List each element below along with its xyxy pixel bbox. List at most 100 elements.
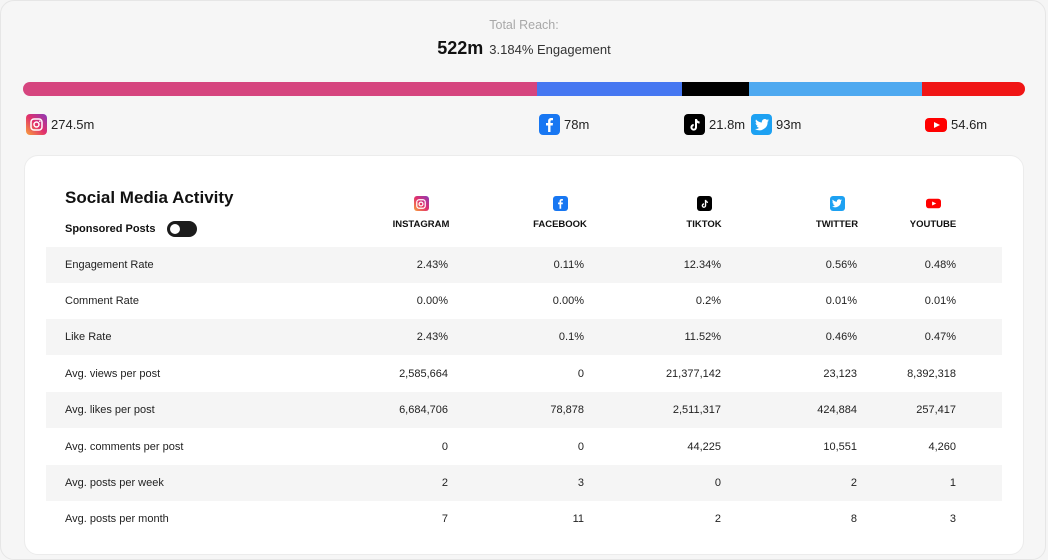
cell-facebook: 0.11% xyxy=(553,259,584,271)
row-label: Avg. likes per post xyxy=(65,404,155,416)
instagram-icon xyxy=(26,114,47,135)
toggle-knob xyxy=(170,224,181,234)
table-row: Comment Rate 0.00% 0.00% 0.2% 0.01% 0.01… xyxy=(46,283,1002,319)
cell-facebook: 0 xyxy=(577,368,584,380)
column-label: INSTAGRAM xyxy=(392,219,450,230)
cell-twitter: 0.46% xyxy=(825,331,857,343)
cell-youtube: 0.01% xyxy=(924,295,956,307)
column-label: TWITTER xyxy=(815,219,859,230)
cell-instagram: 6,684,706 xyxy=(399,404,448,416)
instagram-reach-value: 274.5m xyxy=(51,117,95,132)
cell-instagram: 2,585,664 xyxy=(399,368,448,380)
instagram-reach: 274.5m xyxy=(26,114,94,135)
activity-title: Social Media Activity xyxy=(65,188,234,207)
twitter-icon xyxy=(751,114,772,135)
youtube-reach-value: 54.6m xyxy=(951,117,988,132)
column-header-twitter: TWITTER xyxy=(777,196,897,230)
column-header-instagram: INSTAGRAM xyxy=(361,196,481,230)
cell-twitter: 0.56% xyxy=(825,259,857,271)
cell-youtube: 8,392,318 xyxy=(907,368,956,380)
facebook-reach: 78m xyxy=(539,114,589,135)
table-row: Avg. likes per post 6,684,706 78,878 2,5… xyxy=(46,392,1002,428)
cell-facebook: 3 xyxy=(577,477,584,489)
cell-facebook: 78,878 xyxy=(550,404,584,416)
cell-facebook: 11 xyxy=(572,513,584,525)
youtube-icon xyxy=(925,114,947,135)
cell-tiktok: 0 xyxy=(714,477,721,489)
total-reach-value: 522m xyxy=(437,38,484,58)
cell-facebook: 0 xyxy=(577,441,584,453)
cell-youtube: 0.48% xyxy=(924,259,956,271)
cell-twitter: 424,884 xyxy=(817,404,857,416)
youtube-icon xyxy=(925,196,941,211)
column-header-tiktok: TIKTOK xyxy=(644,196,764,230)
table-row: Engagement Rate 2.43% 0.11% 12.34% 0.56%… xyxy=(46,247,1002,283)
reach-segment-tiktok xyxy=(682,82,750,96)
reach-segment-twitter xyxy=(749,82,923,96)
cell-tiktok: 2 xyxy=(714,513,721,525)
cell-instagram: 0 xyxy=(441,441,448,453)
reach-segment-instagram xyxy=(23,82,537,96)
cell-twitter: 0.01% xyxy=(825,295,857,307)
cell-youtube: 0.47% xyxy=(924,331,956,343)
cell-facebook: 0.1% xyxy=(558,331,584,343)
cell-tiktok: 44,225 xyxy=(687,441,721,453)
cell-tiktok: 12.34% xyxy=(683,259,721,271)
cell-twitter: 10,551 xyxy=(823,441,857,453)
tiktok-icon xyxy=(696,196,712,211)
column-label: FACEBOOK xyxy=(533,219,587,230)
reach-segment-youtube xyxy=(922,82,1025,96)
reach-segment-facebook xyxy=(536,82,683,96)
cell-twitter: 2 xyxy=(850,477,857,489)
table-row: Avg. posts per month 7 11 2 8 3 xyxy=(46,501,1002,537)
cell-tiktok: 2,511,317 xyxy=(672,404,721,416)
cell-instagram: 2.43% xyxy=(416,331,448,343)
twitter-icon xyxy=(829,196,845,211)
table-row: Like Rate 2.43% 0.1% 11.52% 0.46% 0.47% xyxy=(46,319,1002,355)
cell-youtube: 3 xyxy=(949,513,956,525)
facebook-icon xyxy=(552,196,568,211)
row-label: Avg. posts per week xyxy=(65,477,164,489)
cell-youtube: 1 xyxy=(949,477,956,489)
cell-instagram: 2 xyxy=(441,477,448,489)
row-label: Engagement Rate xyxy=(65,259,154,271)
sponsored-posts-control: Sponsored Posts xyxy=(65,221,198,237)
sponsored-posts-label: Sponsored Posts xyxy=(65,223,156,235)
facebook-reach-value: 78m xyxy=(564,117,590,132)
cell-twitter: 8 xyxy=(850,513,857,525)
row-label: Comment Rate xyxy=(65,295,139,307)
table-row: Avg. views per post 2,585,664 0 21,377,1… xyxy=(46,356,1002,392)
twitter-reach-value: 93m xyxy=(776,117,802,132)
youtube-reach: 54.6m xyxy=(925,114,987,135)
table-row: Avg. comments per post 0 0 44,225 10,551… xyxy=(46,429,1002,465)
cell-tiktok: 0.2% xyxy=(695,295,721,307)
cell-tiktok: 21,377,142 xyxy=(665,368,721,380)
total-engagement: 3.184% Engagement xyxy=(489,42,611,57)
twitter-reach: 93m xyxy=(751,114,801,135)
cell-tiktok: 11.52% xyxy=(684,331,722,343)
cell-youtube: 257,417 xyxy=(916,404,956,416)
row-label: Avg. views per post xyxy=(65,368,161,380)
tiktok-reach-value: 21.8m xyxy=(709,117,746,132)
column-header-youtube: YOUTUBE xyxy=(873,196,993,230)
cell-instagram: 2.43% xyxy=(416,259,448,271)
cell-facebook: 0.00% xyxy=(552,295,584,307)
table-row: Avg. posts per week 2 3 0 2 1 xyxy=(46,465,1002,501)
instagram-icon xyxy=(413,196,429,211)
reach-distribution-bar xyxy=(23,82,1025,96)
row-label: Avg. comments per post xyxy=(65,441,184,453)
sponsored-posts-toggle[interactable] xyxy=(167,221,198,237)
facebook-icon xyxy=(539,114,560,135)
tiktok-reach: 21.8m xyxy=(684,114,745,135)
total-reach-summary: 522m 3.184% Engagement xyxy=(0,38,1048,59)
cell-instagram: 7 xyxy=(441,513,448,525)
cell-twitter: 23,123 xyxy=(823,368,857,380)
cell-instagram: 0.00% xyxy=(416,295,448,307)
tiktok-icon xyxy=(684,114,705,135)
cell-youtube: 4,260 xyxy=(928,441,956,453)
column-label: YOUTUBE xyxy=(909,219,957,230)
row-label: Avg. posts per month xyxy=(65,513,169,525)
column-label: TIKTOK xyxy=(686,219,722,230)
row-label: Like Rate xyxy=(65,331,112,343)
column-header-facebook: FACEBOOK xyxy=(500,196,620,230)
